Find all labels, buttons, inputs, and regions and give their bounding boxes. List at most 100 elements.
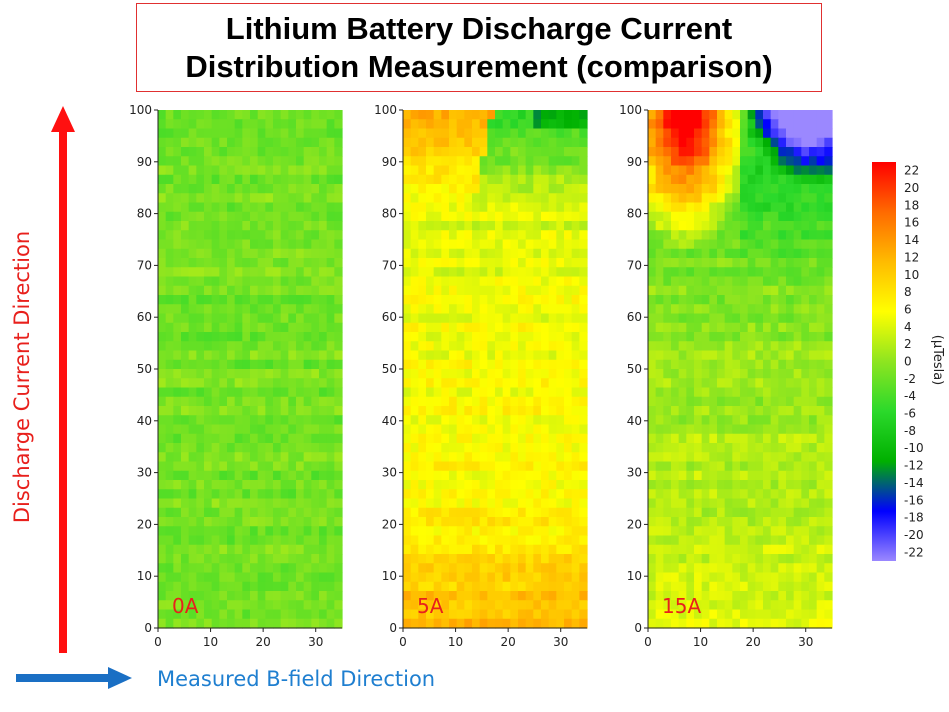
heatmap-cell xyxy=(433,174,442,185)
heatmap-cell xyxy=(426,544,435,555)
heatmap-cell xyxy=(326,554,335,564)
heatmap-cell xyxy=(219,480,228,490)
heatmap-cell xyxy=(678,424,687,435)
heatmap-cell xyxy=(487,443,496,453)
heatmap-cell xyxy=(288,193,297,204)
heatmap-cell xyxy=(564,156,573,167)
heatmap-cell xyxy=(242,110,251,120)
heatmap-cell xyxy=(694,295,703,305)
heatmap-cell xyxy=(724,119,733,130)
heatmap-cell xyxy=(449,396,458,407)
heatmap-cell xyxy=(319,526,328,537)
heatmap-cell xyxy=(495,406,504,416)
heatmap-cell xyxy=(173,267,182,278)
heatmap-cell xyxy=(257,165,266,176)
heatmap-cell xyxy=(227,174,236,185)
heatmap-cell xyxy=(219,332,228,342)
heatmap-cell xyxy=(732,378,741,389)
heatmap-cell xyxy=(472,128,481,139)
heatmap-cell xyxy=(410,581,419,592)
heatmap-cell xyxy=(793,276,802,287)
heatmap-cell xyxy=(479,184,488,194)
heatmap-cell xyxy=(242,572,251,583)
heatmap-cell xyxy=(541,137,550,148)
heatmap-cell xyxy=(418,572,427,583)
heatmap-cell xyxy=(495,202,504,213)
heatmap-cell xyxy=(525,313,534,324)
heatmap-cell xyxy=(648,110,657,120)
heatmap-cell xyxy=(786,433,795,444)
heatmap-cell xyxy=(410,110,419,120)
heatmap-cell xyxy=(686,147,695,157)
heatmap-cell xyxy=(809,221,818,231)
heatmap-cell xyxy=(181,147,190,157)
heatmap-cell xyxy=(556,609,565,620)
heatmap-cell xyxy=(250,544,259,555)
heatmap-cell xyxy=(556,239,565,250)
heatmap-cell xyxy=(418,387,427,398)
heatmap-cell xyxy=(502,452,511,463)
heatmap-cell xyxy=(296,424,305,435)
heatmap-cell xyxy=(786,193,795,204)
heatmap-cell xyxy=(755,248,764,259)
heatmap-cell xyxy=(334,443,343,453)
heatmap-cell xyxy=(449,332,458,342)
heatmap-cell xyxy=(502,165,511,176)
heatmap-cell xyxy=(525,609,534,620)
heatmap-cell xyxy=(410,396,419,407)
heatmap-cell xyxy=(747,461,756,472)
heatmap-cell xyxy=(510,119,519,130)
heatmap-cell xyxy=(403,415,412,426)
heatmap-cell xyxy=(824,202,833,213)
heatmap-cell xyxy=(403,387,412,398)
heatmap-cell xyxy=(242,544,251,555)
heatmap-cell xyxy=(518,332,527,342)
heatmap-cell xyxy=(234,526,243,537)
heatmap-cell xyxy=(273,396,282,407)
heatmap-cell xyxy=(747,221,756,231)
heatmap-cell xyxy=(456,452,465,463)
heatmap-cell xyxy=(257,369,266,379)
heatmap-cell xyxy=(694,600,703,611)
heatmap-cell xyxy=(732,387,741,398)
heatmap-cell xyxy=(510,517,519,527)
heatmap-cell xyxy=(242,350,251,361)
heatmap-cell xyxy=(242,202,251,213)
heatmap-cell xyxy=(671,258,680,268)
heatmap-cell xyxy=(571,554,580,564)
heatmap-cell xyxy=(158,517,167,527)
heatmap-cell xyxy=(510,221,519,231)
heatmap-cell xyxy=(579,618,588,629)
heatmap-cell xyxy=(441,507,450,518)
heatmap-cell xyxy=(747,470,756,481)
heatmap-cell xyxy=(824,322,833,333)
heatmap-cell xyxy=(456,119,465,130)
heatmap-cell xyxy=(533,276,542,287)
heatmap-cell xyxy=(541,387,550,398)
heatmap-cell xyxy=(518,443,527,453)
heatmap-cell xyxy=(326,600,335,611)
heatmap-cell xyxy=(479,554,488,564)
heatmap-cell xyxy=(809,470,818,481)
heatmap-cell xyxy=(533,258,542,268)
heatmap-cell xyxy=(426,128,435,139)
heatmap-cell xyxy=(709,433,718,444)
heatmap-cell xyxy=(449,498,458,509)
heatmap-cell xyxy=(257,295,266,305)
heatmap-cell xyxy=(487,350,496,361)
heatmap-cell xyxy=(296,563,305,574)
heatmap-cell xyxy=(165,341,174,352)
heatmap-cell xyxy=(502,267,511,278)
heatmap-cell xyxy=(648,119,657,130)
heatmap-cell xyxy=(571,581,580,592)
heatmap-cell xyxy=(296,554,305,564)
heatmap-cell xyxy=(296,544,305,555)
heatmap-cell xyxy=(502,369,511,379)
heatmap-cell xyxy=(655,184,664,194)
heatmap-cell xyxy=(219,285,228,296)
heatmap-cell xyxy=(319,174,328,185)
heatmap-cell xyxy=(204,554,213,564)
heatmap-cell xyxy=(786,165,795,176)
heatmap-cell xyxy=(495,332,504,342)
heatmap-cell xyxy=(541,128,550,139)
